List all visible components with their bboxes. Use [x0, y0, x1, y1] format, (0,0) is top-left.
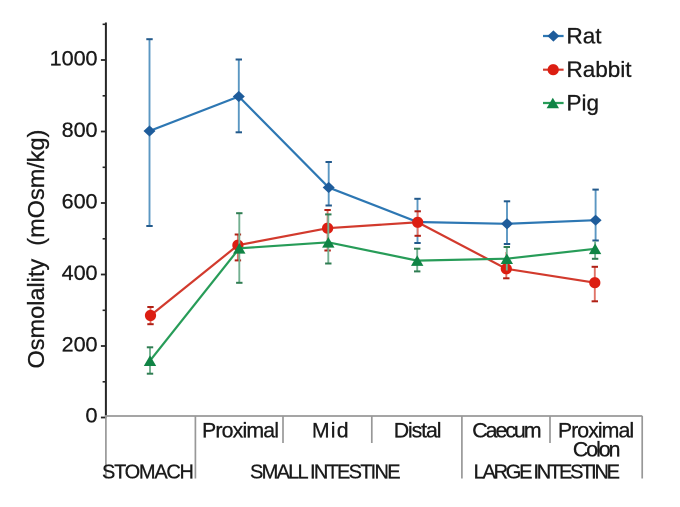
svg-text:Rabbit: Rabbit — [567, 57, 633, 82]
svg-text:Rat: Rat — [567, 24, 603, 49]
svg-text:Colon: Colon — [573, 438, 621, 462]
svg-text:STOMACH: STOMACH — [102, 462, 194, 484]
svg-text:Caecum: Caecum — [472, 418, 541, 442]
svg-text:Proximal: Proximal — [202, 418, 279, 442]
svg-text:Pig: Pig — [567, 91, 600, 116]
svg-text:200: 200 — [62, 333, 98, 357]
svg-text:SMALL INTESTINE: SMALL INTESTINE — [250, 462, 401, 484]
svg-text:1000: 1000 — [50, 47, 98, 71]
svg-text:800: 800 — [62, 118, 98, 142]
svg-text:400: 400 — [62, 261, 98, 285]
svg-text:Osmolality (mOsm/kg): Osmolality (mOsm/kg) — [23, 130, 49, 369]
svg-text:Mid: Mid — [312, 418, 349, 442]
svg-text:LARGE INTESTINE: LARGE INTESTINE — [474, 462, 620, 484]
svg-text:0: 0 — [86, 404, 98, 428]
svg-text:Proximal: Proximal — [558, 418, 634, 442]
svg-text:600: 600 — [62, 190, 98, 214]
svg-text:Distal: Distal — [394, 418, 442, 442]
